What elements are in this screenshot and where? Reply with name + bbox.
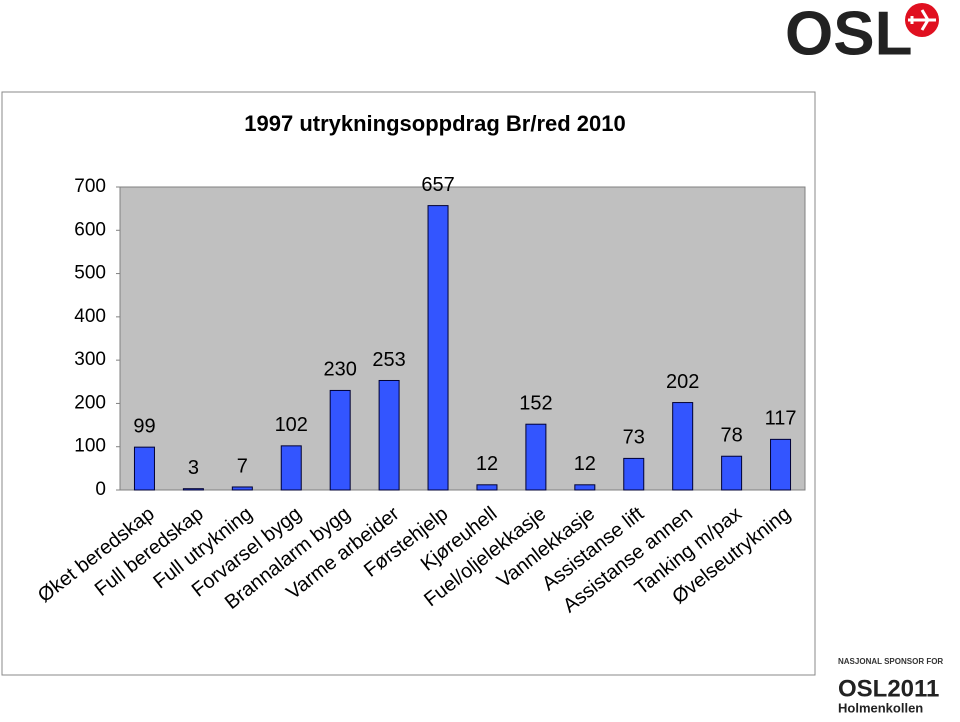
- bar: [574, 484, 596, 491]
- logo-text: OSL: [785, 0, 912, 68]
- bar: [378, 379, 400, 491]
- value-label: 102: [275, 414, 308, 436]
- value-label: 230: [323, 359, 356, 381]
- chart-title: 1997 utrykningsoppdrag Br/red 2010: [244, 111, 625, 136]
- value-label: 3: [188, 457, 199, 479]
- y-tick-label: 0: [95, 479, 106, 500]
- value-label: 117: [765, 408, 797, 430]
- sponsor-name: OSL2011: [838, 675, 939, 702]
- sponsor-label: NASJONAL SPONSOR FOR: [838, 657, 943, 666]
- value-label: 152: [519, 392, 552, 414]
- y-tick-label: 400: [74, 306, 106, 327]
- logo-plane: [908, 9, 936, 31]
- sponsor-place: Holmenkollen: [838, 700, 923, 715]
- y-tick-label: 200: [74, 392, 106, 413]
- osl-logo: OSL: [785, 0, 939, 68]
- value-label: 253: [372, 349, 405, 371]
- bar: [770, 438, 792, 491]
- bar: [525, 423, 547, 491]
- bar: [182, 488, 204, 491]
- y-tick-label: 700: [74, 176, 106, 197]
- value-label: 657: [421, 174, 454, 196]
- bar: [476, 484, 498, 491]
- bar: [231, 486, 253, 491]
- bar: [280, 445, 302, 491]
- bar: [427, 205, 449, 491]
- value-label: 78: [720, 425, 742, 447]
- plot-area: [119, 186, 806, 491]
- y-tick-label: 300: [74, 349, 106, 370]
- bar: [133, 446, 155, 491]
- value-label: 99: [133, 415, 155, 437]
- value-label: 12: [476, 453, 498, 475]
- y-tick-label: 100: [74, 436, 106, 457]
- y-tick-label: 600: [74, 219, 106, 240]
- value-label: 202: [666, 371, 699, 393]
- value-label: 73: [623, 427, 645, 449]
- bar: [672, 402, 694, 491]
- y-tick-label: 500: [74, 263, 106, 284]
- value-label: 12: [574, 453, 596, 475]
- bar: [721, 455, 743, 491]
- bar: [623, 457, 645, 491]
- value-label: 7: [237, 455, 248, 477]
- sponsor: NASJONAL SPONSOR FOR OSL2011 Holmenkolle…: [838, 657, 943, 715]
- bar: [329, 389, 351, 491]
